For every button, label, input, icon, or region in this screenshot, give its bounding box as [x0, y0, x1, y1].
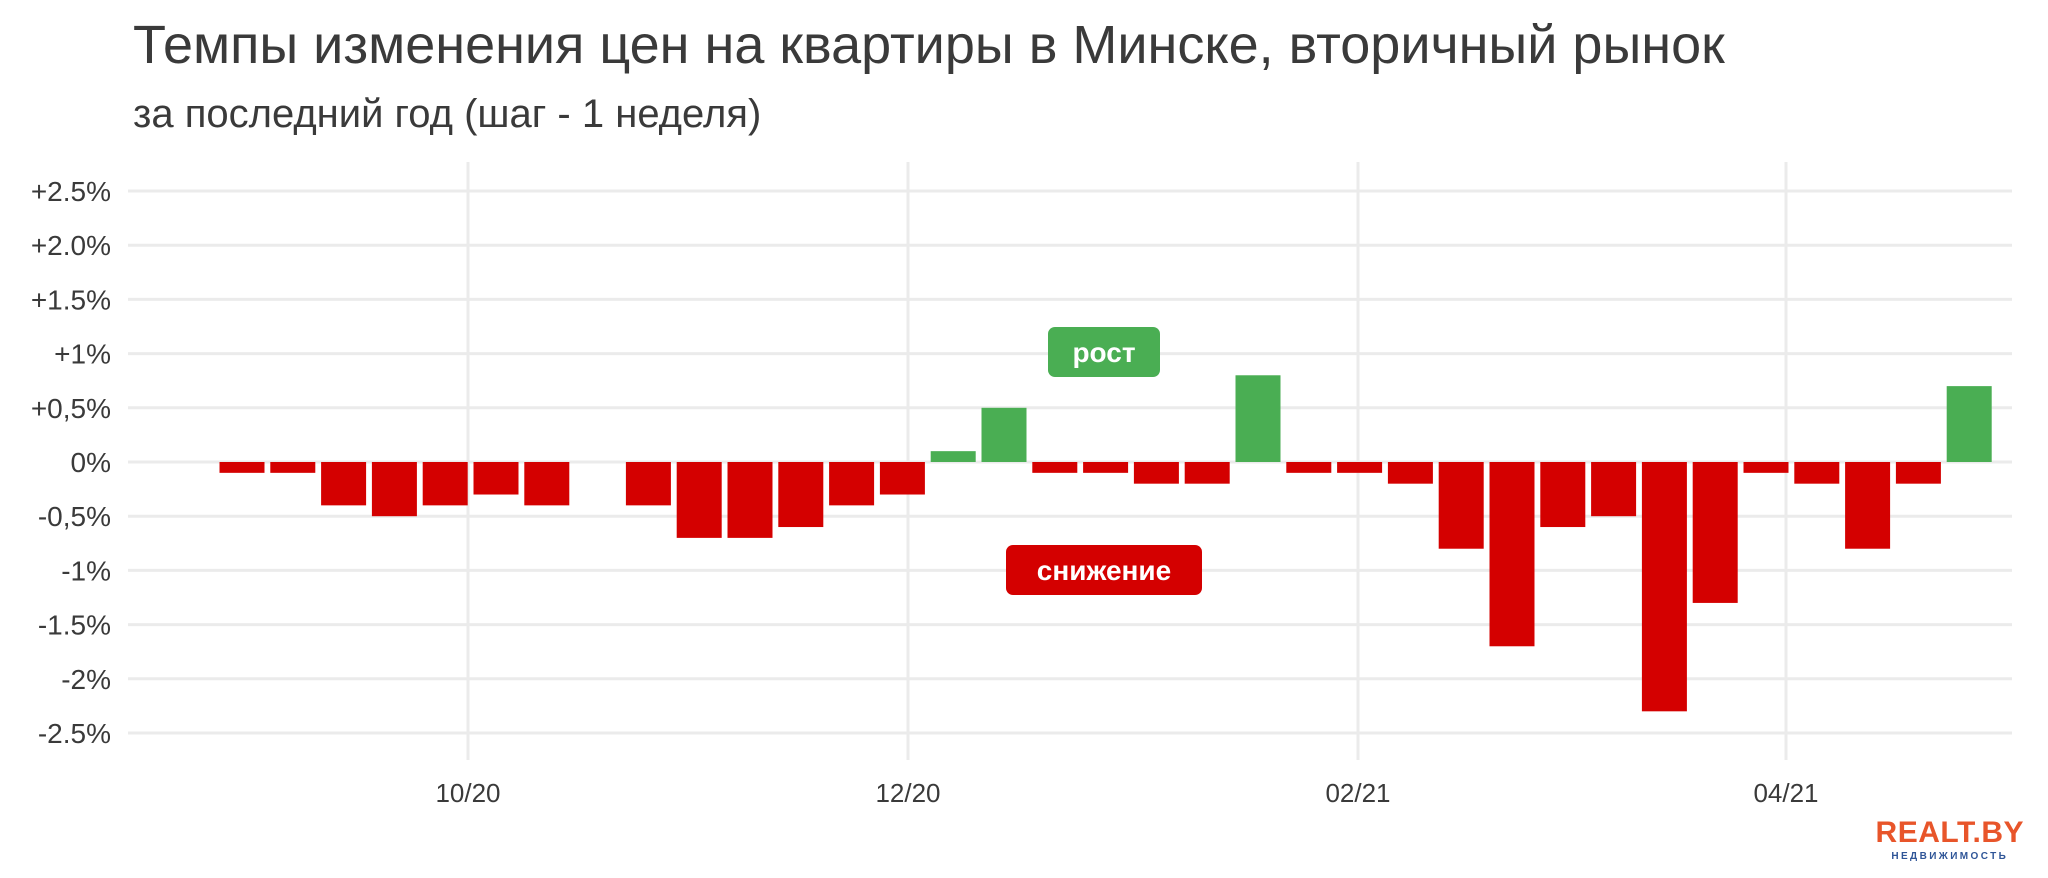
- annotation-increase: рост: [1048, 327, 1160, 377]
- bar: [1540, 462, 1586, 528]
- x-tick-label: 10/20: [435, 778, 500, 808]
- x-tick-label: 04/21: [1753, 778, 1818, 808]
- y-tick-label: +1%: [54, 339, 111, 370]
- realt-logo: REALT.BY НЕДВИЖИМОСТЬ: [1876, 818, 2024, 862]
- bar: [1895, 462, 1941, 484]
- x-tick-label: 12/20: [875, 778, 940, 808]
- bar: [829, 462, 875, 506]
- logo-main-text: REALT.BY: [1875, 816, 2024, 849]
- y-tick-label: -1.5%: [38, 610, 111, 641]
- bar: [1591, 462, 1637, 517]
- bar: [727, 462, 773, 538]
- bar: [1184, 462, 1230, 484]
- bar: [1387, 462, 1433, 484]
- annotation-increase-text: рост: [1072, 337, 1135, 368]
- logo-sub-text: НЕДВИЖИМОСТЬ: [1891, 851, 2009, 862]
- bar: [1337, 462, 1383, 473]
- x-axis-ticks: 10/20 12/20 02/21 04/21: [435, 778, 1818, 808]
- y-tick-label: -2.5%: [38, 718, 111, 749]
- y-tick-label: +0,5%: [31, 393, 111, 424]
- y-tick-label: +1.5%: [31, 284, 111, 315]
- bar: [1946, 386, 1992, 462]
- y-axis-ticks: +2.5% +2.0% +1.5% +1% +0,5% 0% -0,5% -1% -1.5% -2…: [31, 176, 111, 749]
- bar: [270, 462, 316, 473]
- bar: [473, 462, 519, 495]
- bar: [1286, 462, 1332, 473]
- bar: [1235, 375, 1281, 462]
- y-tick-label: +2.5%: [31, 176, 111, 207]
- bar: [879, 462, 925, 495]
- bar: [1641, 462, 1687, 712]
- bar: [1032, 462, 1078, 473]
- grid-lines: [128, 162, 2012, 760]
- bar: [1489, 462, 1535, 647]
- bar: [1794, 462, 1840, 484]
- annotation-decrease-text: снижение: [1037, 555, 1171, 586]
- bar: [981, 407, 1027, 462]
- annotation-decrease-box: [1006, 545, 1202, 595]
- bar: [1743, 462, 1789, 473]
- bar: [625, 462, 671, 506]
- bar: [524, 462, 570, 506]
- bar: [1133, 462, 1179, 484]
- bar: [1083, 462, 1129, 473]
- annotation-increase-box: [1048, 327, 1160, 377]
- bar: [1845, 462, 1891, 549]
- bar: [1438, 462, 1484, 549]
- bar: [1692, 462, 1738, 603]
- bar: [219, 462, 265, 473]
- y-tick-label: -2%: [61, 664, 111, 695]
- y-tick-label: +2.0%: [31, 230, 111, 261]
- y-tick-label: -1%: [61, 555, 111, 586]
- x-tick-label: 02/21: [1325, 778, 1390, 808]
- chart-subtitle: за последний год (шаг - 1 неделя): [133, 92, 762, 136]
- y-tick-label: -0,5%: [38, 501, 111, 532]
- y-tick-label: 0%: [71, 447, 111, 478]
- bar: [371, 462, 417, 517]
- bars: [219, 375, 1992, 712]
- bar: [422, 462, 468, 506]
- bar: [676, 462, 722, 538]
- chart-title: Темпы изменения цен на квартиры в Минске…: [133, 15, 1725, 75]
- bar: [321, 462, 367, 506]
- annotation-decrease: снижение: [1006, 545, 1202, 595]
- bar: [778, 462, 824, 528]
- annotations: рост снижение: [1006, 327, 1202, 595]
- bar: [930, 451, 976, 462]
